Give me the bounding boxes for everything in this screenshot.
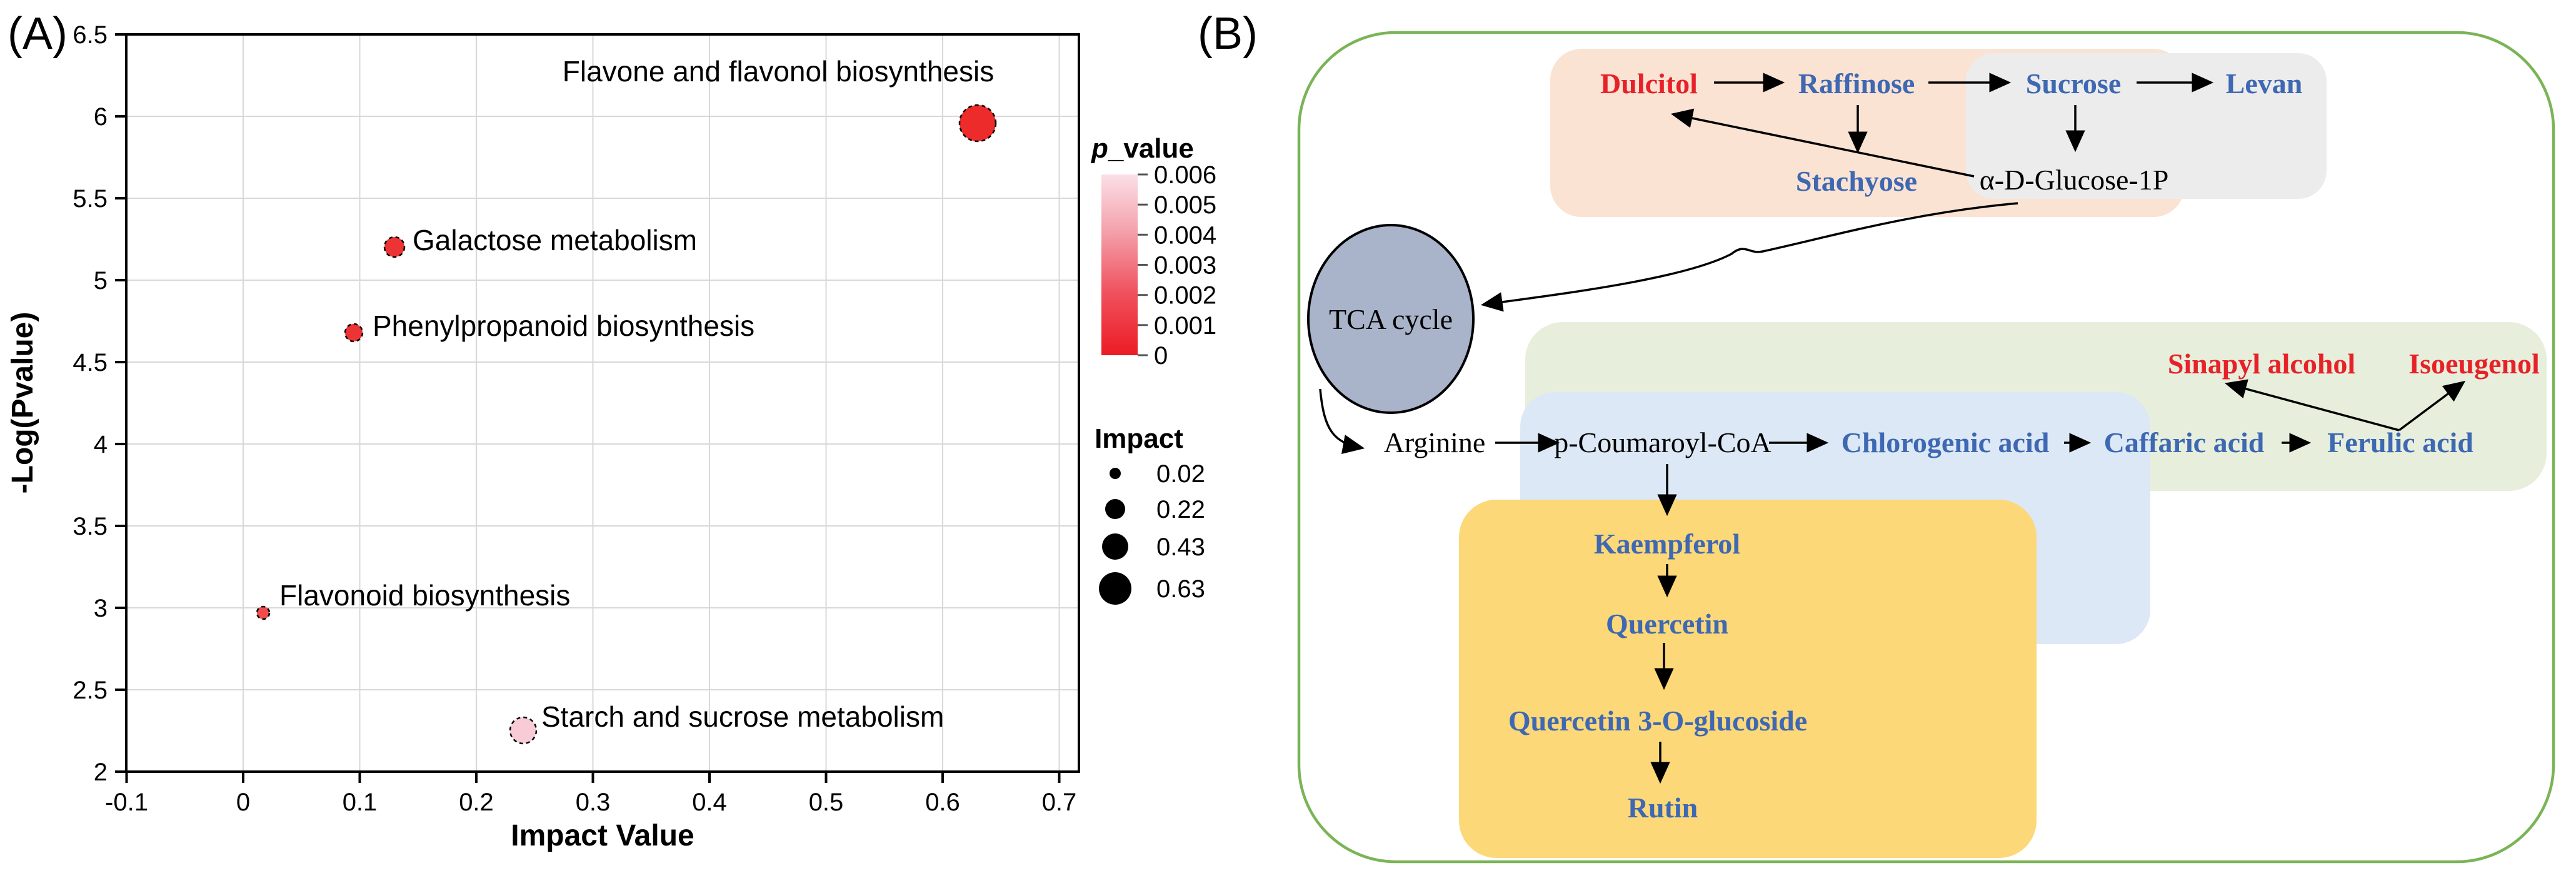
pvalue-tick: 0.001 — [1154, 312, 1216, 340]
x-tick: 0.5 — [809, 789, 844, 816]
node-pcoumaroyl: p-Coumaroyl-CoA — [1554, 426, 1772, 458]
pvalue-tick: 0.006 — [1154, 161, 1216, 189]
arrow-ferulic-sinapyl — [2224, 379, 2400, 431]
x-axis-ticks: -0.1 0 0.1 0.2 0.3 0.4 0.5 0.6 0.7 — [105, 772, 1076, 816]
bubble-label: Flavone and flavonol biosynthesis — [563, 55, 994, 88]
node-glucose1p: α-D-Glucose-1P — [1980, 164, 2169, 196]
y-tick: 5.5 — [73, 185, 108, 213]
x-tick: 0.6 — [925, 789, 960, 816]
impact-dot-icon — [1105, 499, 1125, 519]
impact-tick: 0.63 — [1156, 575, 1205, 603]
y-tick: 4.5 — [73, 349, 108, 376]
pvalue-tick: 0.003 — [1154, 252, 1216, 280]
impact-dot-icon — [1102, 533, 1128, 560]
pvalue-legend-title-rest: _value — [1108, 133, 1194, 164]
node-caffaric: Caffaric acid — [2104, 426, 2265, 458]
x-tick: 0 — [236, 789, 250, 816]
x-axis-title: Impact Value — [511, 819, 694, 852]
panel-a: (A) — [6, 9, 1216, 852]
pvalue-tick: 0.005 — [1154, 191, 1216, 219]
y-tick: 2.5 — [73, 677, 108, 704]
pathway-border — [1297, 31, 2555, 864]
node-isoeugenol: Isoeugenol — [2408, 348, 2540, 380]
node-sinapyl: Sinapyl alcohol — [2168, 348, 2355, 380]
bubble-starch-sucrose — [509, 716, 538, 745]
bubble-galactose — [383, 236, 406, 258]
pvalue-legend-ticks — [1138, 173, 1148, 356]
plot-gridlines — [126, 34, 1079, 772]
glucose-box — [1966, 53, 2327, 199]
node-tca-cycle: TCA cycle — [1329, 303, 1453, 335]
node-dulcitol: Dulcitol — [1600, 68, 1698, 99]
pvalue-tick: 0.004 — [1154, 221, 1216, 249]
impact-tick: 0.22 — [1156, 496, 1205, 523]
arrow-ferulic-isoeugenol — [2398, 380, 2466, 431]
pathway-arrows — [1319, 73, 2466, 784]
impact-tick: 0.43 — [1156, 533, 1205, 561]
node-q3g: Quercetin 3-O-glucoside — [1508, 705, 1807, 737]
impact-tick: 0.02 — [1156, 460, 1205, 488]
x-tick: 0.2 — [459, 789, 494, 816]
y-tick: 4 — [94, 431, 108, 458]
bubble-label: Flavonoid biosynthesis — [279, 579, 570, 612]
node-levan: Levan — [2226, 68, 2303, 99]
bubble-label: Starch and sucrose metabolism — [541, 700, 944, 733]
pvalue-tick: 0 — [1154, 342, 1168, 370]
y-tick: 2 — [94, 759, 108, 786]
node-sucrose: Sucrose — [2026, 68, 2122, 99]
y-axis-ticks: 2 2.5 3 3.5 4 4.5 5 5.5 6 6.5 — [73, 21, 126, 786]
node-arginine: Arginine — [1384, 426, 1486, 458]
glycoside-box — [1459, 500, 2037, 858]
x-tick: 0.4 — [692, 789, 727, 816]
plot-border — [125, 33, 1080, 773]
arrow-tca-arginine — [1319, 388, 1365, 455]
arrow-glucose1p-dulcitol — [1670, 108, 1975, 178]
tca-cycle-ellipse — [1307, 224, 1475, 414]
bubble-label: Galactose metabolism — [413, 224, 697, 256]
pvalue-legend: p_value 0.006 0.005 0.004 0.003 0.002 0.… — [1091, 133, 1216, 370]
impact-dot-icon — [1099, 572, 1131, 605]
y-tick: 3.5 — [73, 513, 108, 540]
panel-b-letter: (B) — [1198, 9, 1258, 59]
node-chlorogenic: Chlorogenic acid — [1842, 426, 2050, 458]
x-tick: 0.1 — [343, 789, 378, 816]
y-tick: 6.5 — [73, 21, 108, 49]
node-raffinose: Raffinose — [1798, 68, 1915, 99]
y-tick: 6 — [94, 103, 108, 131]
x-tick: -0.1 — [105, 789, 148, 816]
pvalue-legend-title-p: p — [1091, 133, 1108, 164]
x-tick: 0.7 — [1042, 789, 1077, 816]
impact-legend: Impact 0.02 0.22 0.43 0.63 — [1095, 423, 1205, 605]
impact-dot-icon — [1110, 468, 1121, 479]
node-quercetin: Quercetin — [1606, 608, 1728, 640]
bubble-flavonoid — [256, 605, 271, 620]
node-kaempferol: Kaempferol — [1594, 528, 1740, 560]
pvalue-legend-title: p_value — [1091, 133, 1194, 164]
panel-b: (B) TCA cycle — [1198, 9, 2555, 864]
pathway-nodes: Dulcitol Raffinose Sucrose Levan Stachyo… — [1384, 68, 2540, 824]
node-ferulic: Ferulic acid — [2327, 426, 2473, 458]
pvalue-tick: 0.002 — [1154, 282, 1216, 310]
node-stachyose: Stachyose — [1796, 165, 1917, 197]
x-tick: 0.3 — [576, 789, 611, 816]
node-rutin: Rutin — [1628, 792, 1698, 824]
pvalue-gradient-bar — [1101, 174, 1138, 355]
y-axis-title: -Log(Pvalue) — [6, 312, 39, 494]
y-tick: 3 — [94, 595, 108, 622]
bubble-flavone-flavonol — [958, 104, 997, 143]
bubble-label: Phenylpropanoid biosynthesis — [373, 310, 754, 342]
bubble-phenylpropanoid — [344, 323, 364, 343]
bubble-series: Flavone and flavonol biosynthesis Galact… — [256, 55, 997, 745]
y-tick: 5 — [94, 267, 108, 295]
arrow-glucose1p-tca — [1480, 202, 2018, 312]
impact-legend-title: Impact — [1095, 423, 1183, 454]
panel-a-letter: (A) — [8, 9, 68, 59]
